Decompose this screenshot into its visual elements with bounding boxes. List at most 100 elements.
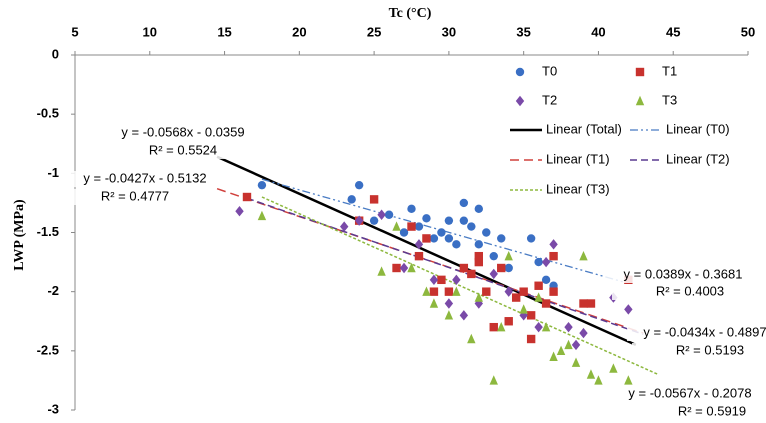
y-tick-label: 0 — [52, 46, 59, 61]
point — [407, 204, 416, 214]
point — [459, 310, 469, 321]
trendline — [246, 197, 644, 335]
point — [541, 321, 551, 332]
legend-label: Linear (Total) — [546, 121, 622, 136]
point — [399, 228, 409, 237]
x-tick-label: 50 — [741, 24, 755, 39]
x-axis-title: Tc (°C) — [389, 6, 432, 21]
point — [586, 369, 596, 379]
x-tick-label: 30 — [442, 24, 456, 39]
annotation: R² = 0.5919 — [678, 403, 746, 418]
legend-label: Linear (T2) — [666, 151, 730, 166]
point — [474, 292, 483, 302]
point — [489, 251, 498, 261]
annotation: R² = 0.4777 — [101, 188, 169, 203]
annotation: y = -0.0427x - 0.5132 — [83, 170, 206, 185]
point — [482, 287, 491, 296]
point — [467, 269, 476, 279]
legend-label: Linear (T1) — [546, 151, 610, 166]
annotation-bg — [57, 189, 213, 205]
annotation-bg — [605, 267, 761, 283]
point — [459, 263, 469, 273]
x-tick-label: 25 — [367, 24, 381, 39]
point — [489, 375, 498, 385]
point — [564, 339, 573, 350]
point — [624, 304, 633, 315]
point — [414, 239, 424, 250]
point — [459, 216, 469, 225]
point — [474, 251, 483, 261]
point — [407, 222, 416, 231]
point — [519, 287, 528, 296]
point — [422, 214, 431, 223]
point — [235, 206, 244, 217]
x-tick-label: 20 — [292, 24, 306, 39]
point — [541, 256, 551, 268]
x-tick-label: 15 — [217, 24, 231, 39]
point — [497, 321, 506, 332]
point — [369, 216, 379, 225]
point — [429, 274, 439, 286]
point — [340, 221, 349, 232]
point — [242, 192, 252, 202]
point — [474, 240, 483, 249]
point — [444, 310, 454, 320]
annotation: y = -0.0568x - 0.0359 — [121, 124, 244, 139]
x-tick-label: 45 — [666, 24, 680, 39]
point — [511, 293, 521, 302]
point — [444, 287, 454, 296]
point — [347, 195, 356, 204]
annotation-bg — [67, 171, 223, 187]
point — [369, 195, 379, 204]
point — [504, 263, 513, 273]
y-tick-label: -0.5 — [37, 106, 59, 121]
y-tick-label: -1 — [47, 165, 59, 180]
x-tick-label: 40 — [591, 24, 605, 39]
x-tick-label: 10 — [143, 24, 157, 39]
point — [504, 317, 513, 326]
point — [354, 180, 364, 190]
annotation-bg — [627, 325, 766, 341]
point — [482, 228, 491, 237]
point — [452, 240, 461, 249]
point — [526, 311, 536, 320]
legend-label: T3 — [662, 92, 677, 107]
y-tick-label: -1.5 — [37, 224, 59, 239]
point — [526, 234, 536, 243]
annotation-bg — [105, 125, 261, 141]
point — [549, 251, 558, 261]
trendline — [261, 196, 659, 376]
legend-marker — [515, 67, 525, 77]
annotation: R² = 0.5524 — [149, 142, 217, 157]
y-axis-title: LWP (MPa) — [12, 199, 27, 271]
point — [474, 257, 483, 267]
point — [429, 287, 439, 296]
point — [504, 250, 513, 261]
point — [549, 239, 558, 250]
legend-label: Linear (T3) — [546, 181, 610, 196]
point — [377, 209, 386, 220]
point — [556, 345, 566, 356]
point — [414, 222, 424, 231]
point — [579, 327, 588, 339]
point — [467, 222, 476, 231]
point — [452, 274, 461, 286]
point — [489, 268, 498, 280]
annotation: y = 0.0389x - 0.3681 — [624, 266, 743, 281]
annotation-bg — [612, 386, 766, 402]
point — [586, 299, 596, 308]
point — [504, 286, 513, 297]
point — [624, 375, 633, 385]
point — [526, 334, 536, 344]
point — [467, 333, 476, 344]
x-tick-label: 5 — [71, 24, 78, 39]
annotation-bg — [632, 343, 766, 359]
point — [474, 204, 483, 214]
legend-marker — [515, 95, 525, 107]
annotation: y = -0.0434x - 0.4897 — [643, 324, 766, 339]
point — [497, 263, 506, 273]
legend-label: T1 — [662, 63, 677, 78]
point — [422, 286, 431, 296]
point — [407, 262, 416, 273]
point — [579, 250, 588, 261]
